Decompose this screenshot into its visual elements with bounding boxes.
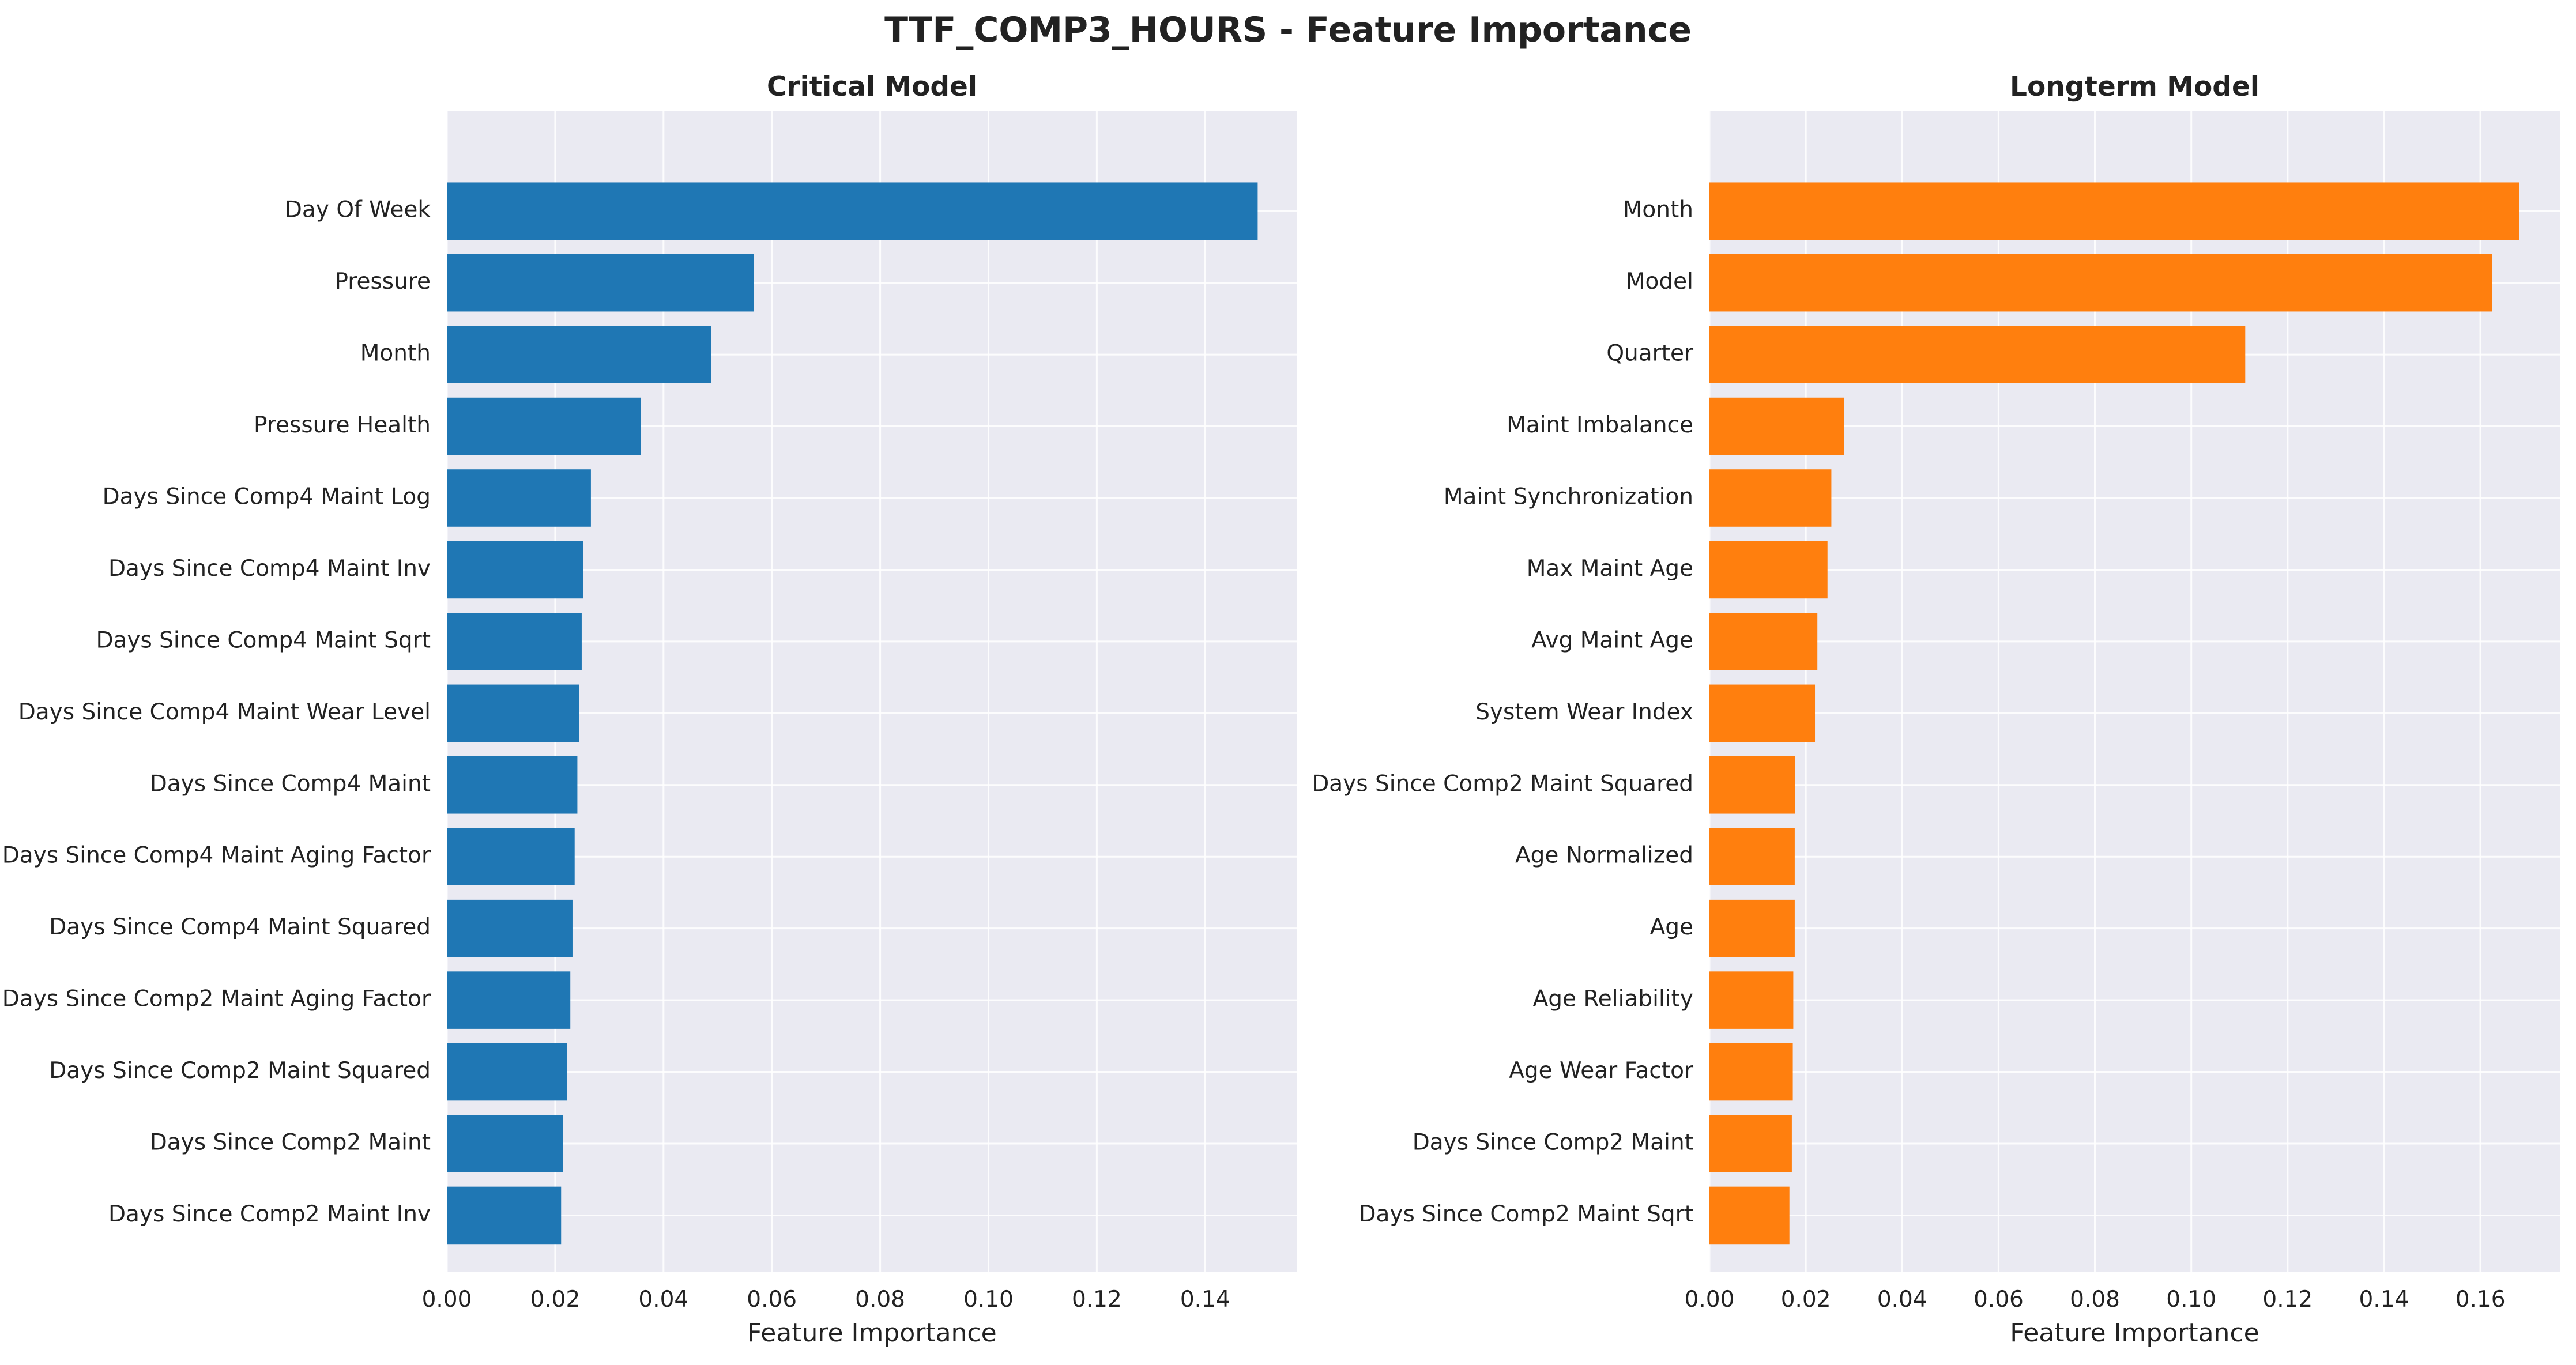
bar	[1709, 756, 1795, 814]
bar	[1709, 1115, 1792, 1172]
y-tick-label: Age	[1650, 914, 1693, 940]
y-tick-label: Maint Synchronization	[1444, 484, 1693, 510]
y-tick-label: Age Normalized	[1515, 843, 1693, 869]
bar	[1709, 1043, 1793, 1101]
x-tick-label: 0.04	[1877, 1287, 1927, 1313]
x-tick-label: 0.16	[2456, 1287, 2506, 1313]
figure-title: TTF_COMP3_HOURS - Feature Importance	[884, 10, 1692, 50]
y-tick-label: Maint Imbalance	[1507, 412, 1693, 438]
bar	[447, 469, 591, 527]
y-tick-label: Days Since Comp2 Maint Squared	[1312, 771, 1693, 797]
y-tick-label: Avg Maint Age	[1531, 627, 1693, 653]
bar	[447, 1043, 567, 1101]
x-tick-label: 0.12	[1072, 1287, 1122, 1313]
x-tick-label: 0.10	[963, 1287, 1014, 1313]
bar	[1709, 326, 2246, 383]
bar	[1709, 899, 1795, 957]
y-tick-label: Days Since Comp2 Maint Inv	[108, 1201, 431, 1227]
bar	[1709, 828, 1795, 885]
bar	[447, 971, 571, 1029]
x-axis-label: Feature Importance	[2010, 1318, 2259, 1348]
y-tick-label: Days Since Comp4 Maint Wear Level	[18, 699, 431, 725]
x-tick-label: 0.14	[1180, 1287, 1230, 1313]
x-tick-label: 0.04	[638, 1287, 688, 1313]
bar	[447, 326, 711, 383]
y-tick-label: Days Since Comp4 Maint Aging Factor	[2, 843, 431, 869]
x-tick-label: 0.10	[2166, 1287, 2216, 1313]
y-tick-label: Pressure	[334, 269, 431, 295]
bar	[1709, 254, 2493, 312]
panel-title: Critical Model	[767, 71, 977, 103]
y-tick-label: Age Reliability	[1533, 986, 1693, 1012]
y-tick-label: Month	[1623, 197, 1693, 223]
y-tick-label: Days Since Comp4 Maint Inv	[108, 556, 431, 582]
longterm-model-panel: Month Model Quarter Maint Imbalance Maint Sy…	[1312, 71, 2560, 1348]
bar	[1709, 469, 1832, 527]
y-tick-label: Days Since Comp4 Maint Log	[103, 484, 431, 510]
x-tick-label: 0.08	[2070, 1287, 2120, 1313]
bar	[447, 899, 573, 957]
x-tick-label: 0.02	[1781, 1287, 1831, 1313]
x-tick-label: 0.06	[747, 1287, 797, 1313]
x-tick-label: 0.14	[2359, 1287, 2409, 1313]
bar	[1709, 397, 1844, 455]
y-tick-label: Days Since Comp2 Maint	[1413, 1129, 1693, 1155]
x-tick-label: 0.08	[855, 1287, 905, 1313]
bar	[447, 1115, 563, 1172]
y-tick-label: Days Since Comp4 Maint	[150, 771, 431, 797]
y-tick-label: Days Since Comp2 Maint Aging Factor	[2, 986, 431, 1012]
x-tick-label: 0.12	[2262, 1287, 2313, 1313]
y-tick-label: Month	[360, 341, 431, 367]
bar	[1709, 541, 1828, 599]
critical-model-panel: Day Of Week Pressure Month Pressure Health D…	[2, 71, 1297, 1348]
y-tick-label: Model	[1626, 269, 1693, 295]
bar	[1709, 613, 1818, 670]
bar	[447, 684, 579, 742]
y-tick-label: Days Since Comp4 Maint Sqrt	[96, 627, 431, 653]
x-tick-label: 0.02	[530, 1287, 580, 1313]
bar	[447, 397, 641, 455]
y-tick-label: System Wear Index	[1475, 699, 1693, 725]
y-tick-label: Max Maint Age	[1527, 556, 1693, 582]
x-tick-label: 0.00	[1685, 1287, 1735, 1313]
bar	[447, 756, 578, 814]
bar	[447, 254, 754, 312]
x-tick-label: 0.00	[422, 1287, 472, 1313]
bar	[1709, 1186, 1790, 1245]
bar	[447, 541, 583, 599]
bar	[1709, 684, 1816, 742]
bar	[1709, 182, 2519, 240]
y-tick-label: Days Since Comp2 Maint	[150, 1129, 431, 1155]
bar	[447, 613, 582, 670]
y-tick-label: Days Since Comp2 Maint Sqrt	[1358, 1201, 1693, 1227]
y-tick-label: Days Since Comp4 Maint Squared	[49, 914, 431, 940]
bar	[447, 828, 575, 885]
y-tick-label: Day Of Week	[285, 197, 431, 223]
bar	[447, 1186, 562, 1245]
y-tick-label: Quarter	[1606, 341, 1694, 367]
bar	[447, 182, 1258, 240]
bar	[1709, 971, 1794, 1029]
y-tick-label: Pressure Health	[254, 412, 431, 438]
y-tick-label: Age Wear Factor	[1509, 1058, 1694, 1084]
y-tick-label: Days Since Comp2 Maint Squared	[49, 1058, 431, 1084]
x-tick-label: 0.06	[1974, 1287, 2024, 1313]
panel-title: Longterm Model	[2010, 71, 2259, 103]
x-axis-label: Feature Importance	[747, 1318, 996, 1348]
